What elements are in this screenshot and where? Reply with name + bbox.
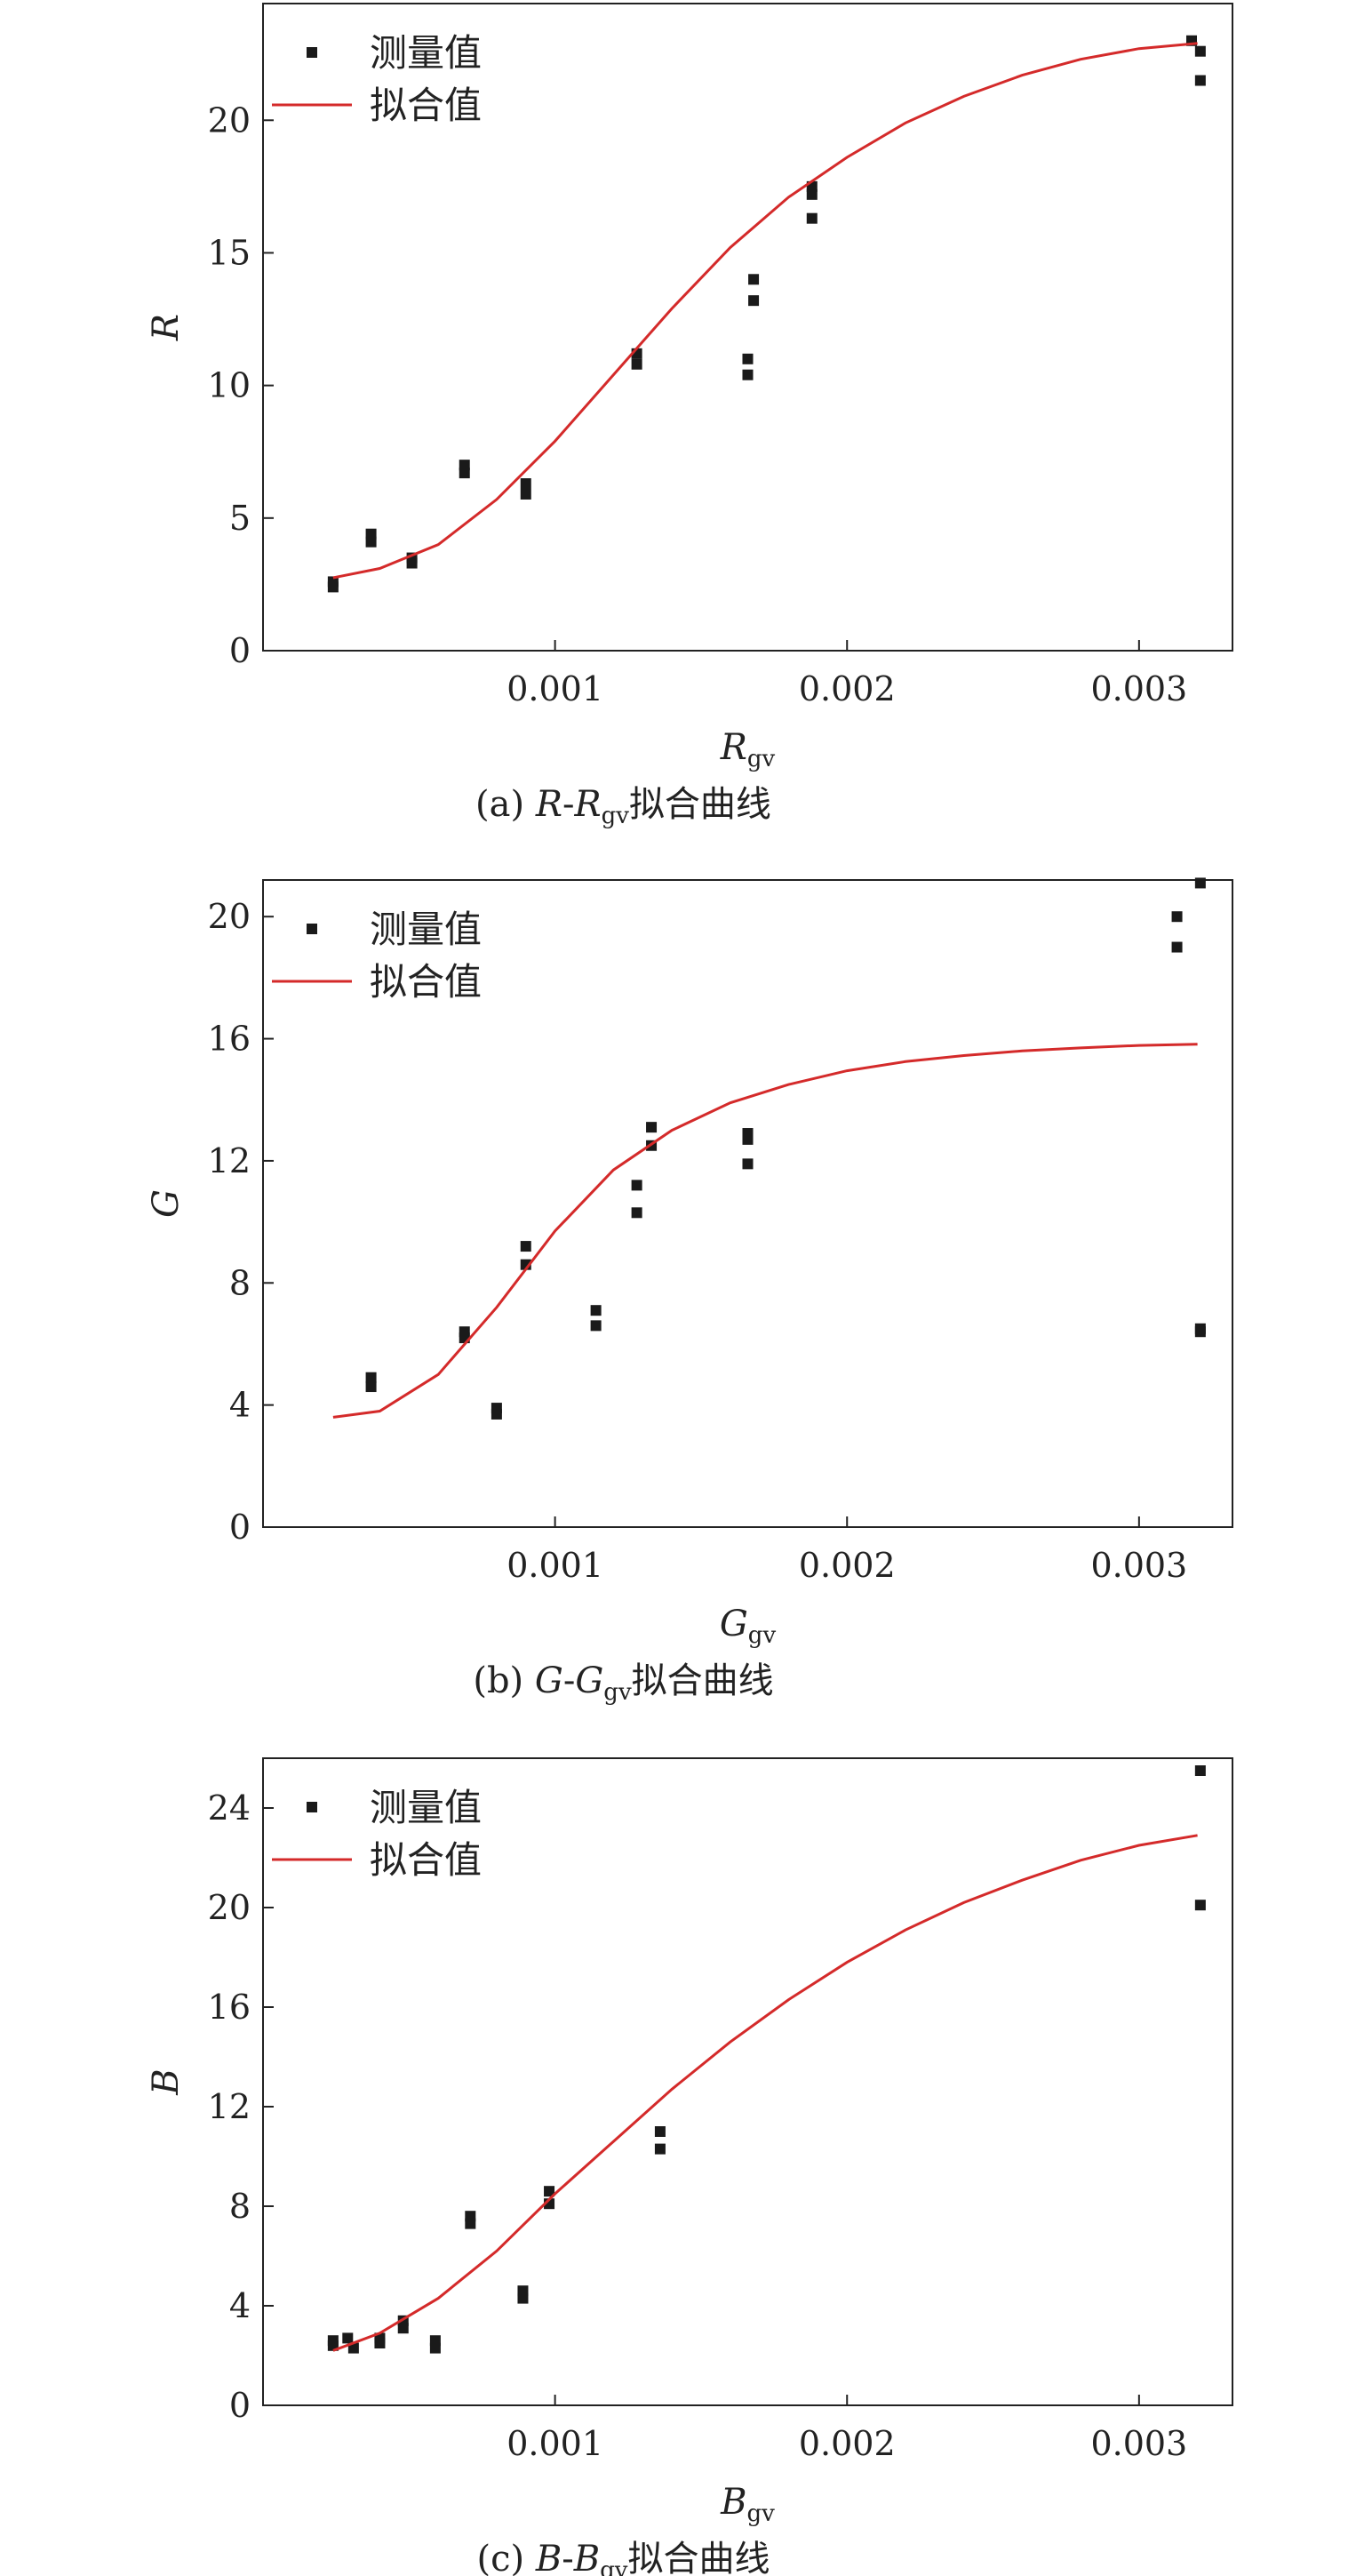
data-point [1171, 941, 1183, 953]
data-point [748, 274, 760, 285]
data-point [742, 1158, 754, 1170]
figure-caption: (a) R-Rgv拟合曲线 [475, 784, 771, 829]
data-point [631, 1180, 642, 1191]
x-tick-label: 0.003 [1090, 669, 1187, 708]
y-tick-label: 24 [208, 1788, 251, 1828]
data-point [1171, 911, 1183, 923]
y-tick-label: 4 [229, 2286, 251, 2325]
data-point [631, 1207, 642, 1219]
y-tick-label: 10 [208, 366, 251, 405]
panel-c: 0 4 8 12 16 20 24 0.001 0.002 0.003 B Bgv (c) B-Bgv拟… [146, 1757, 1233, 2576]
data-point [748, 295, 760, 307]
data-point [347, 2342, 359, 2354]
legend-point-swatch [307, 47, 317, 58]
y-tick-label: 8 [229, 1263, 251, 1302]
plot-frame [262, 1757, 1233, 2406]
y-tick-label: 0 [229, 2386, 251, 2425]
x-tick-label: 0.001 [507, 1546, 603, 1585]
x-axis-label: Rgv [720, 727, 776, 772]
panel-b: 0 4 8 12 16 20 0.001 0.002 0.003 G Ggv (b) G-Ggv拟合曲… [146, 877, 1233, 1706]
y-tick-label: 12 [208, 1141, 251, 1180]
y-tick-label: 4 [229, 1386, 251, 1425]
data-point [646, 1122, 658, 1133]
legend-label: 拟合值 [370, 1838, 482, 1882]
legend-label: 测量值 [370, 31, 482, 75]
fit-curve [332, 1834, 1198, 2352]
y-tick-label: 8 [229, 2187, 251, 2226]
data-point [365, 1381, 377, 1393]
y-tick-label: 20 [208, 897, 251, 936]
data-point [1194, 45, 1206, 57]
y-tick-label: 5 [229, 499, 251, 538]
legend-point-swatch [307, 924, 317, 934]
legend-label: 测量值 [370, 908, 482, 951]
data-point [1194, 1765, 1206, 1776]
y-tick-label: 16 [208, 1988, 251, 2027]
data-point [1194, 1900, 1206, 1911]
panel-a: 0 5 10 15 20 0.001 0.002 0.003 R Rgv (a) R-Rgv拟合曲线… [146, 3, 1233, 829]
y-axis-label: R [146, 314, 187, 341]
x-tick-label: 0.002 [799, 1546, 896, 1585]
x-tick-label: 0.003 [1090, 1546, 1187, 1585]
data-point [465, 2211, 476, 2222]
data-point [590, 1320, 602, 1332]
data-point [590, 1305, 602, 1316]
y-tick-label: 20 [208, 100, 251, 140]
x-tick-label: 0.002 [799, 669, 896, 708]
y-axis-label: G [146, 1189, 187, 1218]
data-point [365, 528, 377, 540]
plot-frame [262, 3, 1233, 652]
y-tick-label: 20 [208, 1888, 251, 1927]
x-tick-label: 0.002 [799, 2424, 896, 2463]
x-tick-label: 0.003 [1090, 2424, 1187, 2463]
y-tick-label: 0 [229, 1508, 251, 1547]
legend-point-swatch [307, 1802, 317, 1812]
x-tick-label: 0.001 [507, 2424, 603, 2463]
data-point [342, 2332, 354, 2344]
data-point [1194, 75, 1206, 86]
y-tick-label: 15 [208, 233, 251, 272]
data-point [631, 358, 642, 370]
data-point [520, 478, 531, 490]
data-point [742, 353, 754, 364]
data-point [1194, 877, 1206, 889]
y-tick-label: 0 [229, 631, 251, 670]
fit-curve [332, 1043, 1198, 1419]
data-point [491, 1403, 502, 1414]
data-point [459, 1326, 470, 1338]
legend-label: 拟合值 [370, 960, 482, 1004]
data-point [520, 488, 531, 500]
data-point [544, 2186, 555, 2197]
data-point [327, 576, 339, 588]
figure-caption: (b) G-Ggv拟合曲线 [473, 1660, 773, 1706]
y-axis-label: B [146, 2068, 187, 2095]
data-point [517, 2285, 529, 2297]
data-point [654, 2143, 666, 2155]
data-point [459, 460, 470, 471]
legend-label: 测量值 [370, 1786, 482, 1829]
data-point [742, 1128, 754, 1140]
figure-caption: (c) B-Bgv拟合曲线 [477, 2539, 770, 2576]
data-point [1194, 1323, 1206, 1334]
data-point [742, 369, 754, 380]
y-tick-label: 12 [208, 2087, 251, 2126]
data-point [654, 2126, 666, 2137]
x-tick-label: 0.001 [507, 669, 603, 708]
data-point [806, 212, 818, 224]
data-point [365, 1372, 377, 1383]
data-point [520, 1241, 531, 1252]
data-point [327, 2335, 339, 2347]
legend-label: 拟合值 [370, 84, 482, 127]
fit-curve [332, 42, 1198, 580]
plot-frame [262, 879, 1233, 1528]
x-axis-label: Bgv [720, 2482, 775, 2527]
x-axis-label: Ggv [720, 1604, 777, 1649]
y-tick-label: 16 [208, 1020, 251, 1059]
data-point [429, 2335, 441, 2347]
